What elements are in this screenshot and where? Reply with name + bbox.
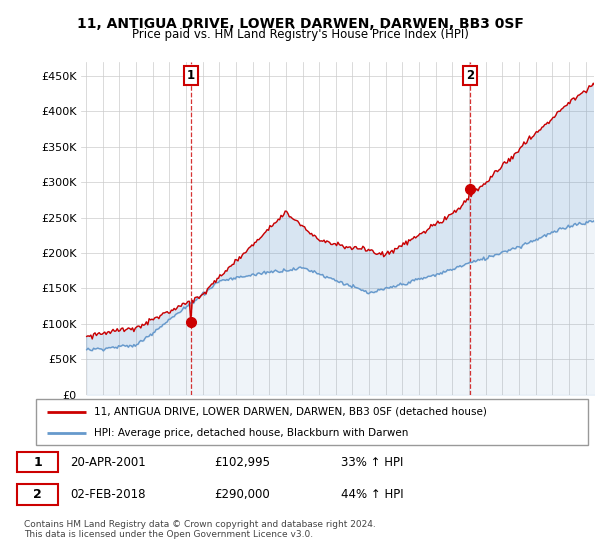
Text: £290,000: £290,000 bbox=[214, 488, 269, 501]
Text: 33% ↑ HPI: 33% ↑ HPI bbox=[341, 456, 403, 469]
Text: 1: 1 bbox=[33, 456, 42, 469]
Text: 11, ANTIGUA DRIVE, LOWER DARWEN, DARWEN, BB3 0SF: 11, ANTIGUA DRIVE, LOWER DARWEN, DARWEN,… bbox=[77, 17, 523, 31]
Text: Contains HM Land Registry data © Crown copyright and database right 2024.
This d: Contains HM Land Registry data © Crown c… bbox=[24, 520, 376, 539]
Text: 2: 2 bbox=[33, 488, 42, 501]
Text: £102,995: £102,995 bbox=[214, 456, 270, 469]
Text: HPI: Average price, detached house, Blackburn with Darwen: HPI: Average price, detached house, Blac… bbox=[94, 428, 409, 438]
Text: 20-APR-2001: 20-APR-2001 bbox=[70, 456, 146, 469]
Text: 1: 1 bbox=[187, 69, 195, 82]
FancyBboxPatch shape bbox=[17, 484, 58, 505]
Text: 44% ↑ HPI: 44% ↑ HPI bbox=[341, 488, 403, 501]
Text: 02-FEB-2018: 02-FEB-2018 bbox=[70, 488, 145, 501]
FancyBboxPatch shape bbox=[36, 399, 588, 445]
Text: Price paid vs. HM Land Registry's House Price Index (HPI): Price paid vs. HM Land Registry's House … bbox=[131, 28, 469, 41]
Text: 2: 2 bbox=[466, 69, 475, 82]
FancyBboxPatch shape bbox=[17, 452, 58, 473]
Text: 11, ANTIGUA DRIVE, LOWER DARWEN, DARWEN, BB3 0SF (detached house): 11, ANTIGUA DRIVE, LOWER DARWEN, DARWEN,… bbox=[94, 407, 487, 417]
